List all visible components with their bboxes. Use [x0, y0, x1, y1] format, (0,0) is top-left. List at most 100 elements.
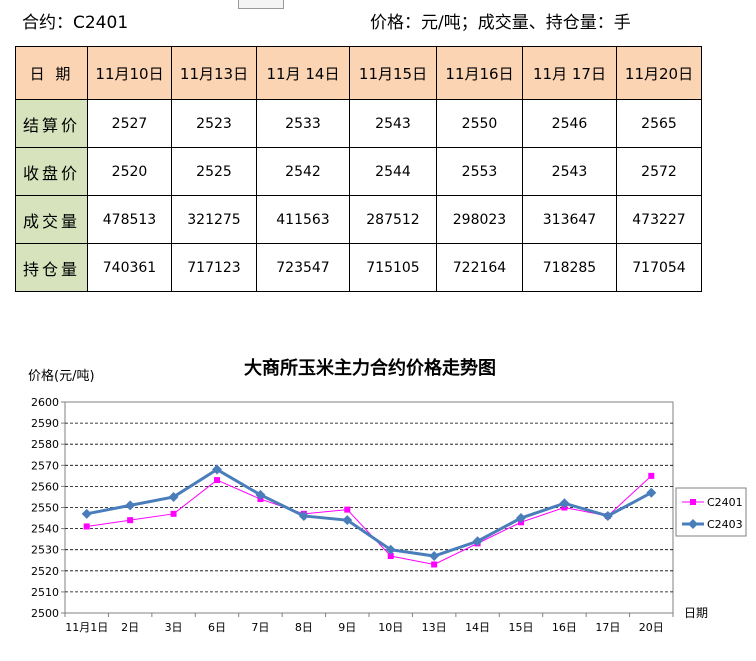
value-cell: 2565 — [616, 99, 702, 148]
y-tick-label: 2590 — [31, 417, 59, 430]
value-cell: 717054 — [616, 243, 702, 292]
chart-svg: 大商所玉米主力合约价格走势图 价格(元/吨) 日期 25002510252025… — [28, 357, 747, 634]
chart-series — [81, 464, 657, 568]
row-label: 持仓量 — [15, 243, 88, 292]
x-tick-label: 6日 — [208, 621, 226, 634]
value-cell: 718285 — [522, 243, 617, 292]
x-tick-label: 11月1日 — [65, 621, 108, 634]
value-cell: 717123 — [171, 243, 257, 292]
value-cell: 2542 — [256, 147, 350, 196]
data-point — [255, 489, 266, 500]
date-header-cell: 日 期 — [15, 46, 88, 100]
value-cell: 722164 — [436, 243, 523, 292]
value-cell: 2553 — [436, 147, 523, 196]
value-cell: 2523 — [171, 99, 257, 148]
y-tick-label: 2570 — [31, 459, 59, 472]
date-cell: 11月13日 — [171, 46, 257, 100]
table-header-row: 日 期 11月10日 11月13日 11月 14日 11月15日 11月16日 … — [15, 46, 702, 100]
x-tick-label: 3日 — [165, 621, 183, 634]
y-tick-label: 2530 — [31, 544, 59, 557]
value-cell: 2546 — [522, 99, 617, 148]
value-cell: 313647 — [522, 195, 617, 244]
legend-label: C2403 — [707, 518, 743, 531]
units-label: 价格：元/吨；成交量、持仓量：手 — [370, 13, 631, 33]
legend-marker — [688, 519, 698, 529]
y-tick-label: 2600 — [31, 396, 59, 409]
data-point — [83, 523, 90, 530]
data-point — [168, 491, 179, 502]
y-tick-label: 2510 — [31, 586, 59, 599]
x-tick-label: 7日 — [251, 621, 269, 634]
x-tick-label: 9日 — [338, 621, 356, 634]
value-cell: 2527 — [87, 99, 172, 148]
chart-axes: 2500 2510 2520 2530 2540 2550 2560 2570 2580 2590… — [31, 396, 674, 634]
x-tick-label: 15日 — [509, 621, 534, 634]
date-cell: 11月16日 — [436, 46, 523, 100]
value-cell: 298023 — [436, 195, 523, 244]
price-trend-chart: 大商所玉米主力合约价格走势图 价格(元/吨) 日期 2500 2510 2520 25… — [0, 340, 756, 657]
value-cell: 723547 — [256, 243, 350, 292]
data-point — [298, 510, 309, 521]
chart-grid — [64, 401, 674, 614]
data-point — [646, 487, 657, 498]
row-label: 成交量 — [15, 195, 88, 244]
x-tick-label: 10日 — [378, 621, 403, 634]
data-point — [387, 553, 394, 560]
y-tick-label: 2580 — [31, 438, 59, 451]
table-move-handle[interactable] — [238, 0, 284, 9]
x-axis-label: 日期 — [684, 606, 708, 620]
value-cell: 473227 — [616, 195, 702, 244]
document-header: 合约：C2401 价格：元/吨；成交量、持仓量：手 — [0, 6, 756, 33]
data-point — [170, 510, 177, 517]
data-point — [516, 513, 526, 524]
value-cell: 715105 — [349, 243, 437, 292]
date-cell: 11月15日 — [349, 46, 437, 100]
y-tick-label: 2500 — [31, 607, 59, 620]
value-cell: 287512 — [349, 195, 437, 244]
data-point — [431, 561, 438, 568]
data-point — [472, 536, 483, 547]
row-label: 结算价 — [15, 99, 88, 148]
x-tick-label: 16日 — [552, 621, 577, 634]
legend-label: C2401 — [707, 496, 743, 509]
legend-marker — [690, 499, 696, 505]
data-point — [342, 515, 353, 526]
x-tick-label: 13日 — [422, 621, 447, 634]
table-row: 成交量 478513 321275 411563 287512 298023 3… — [15, 195, 702, 244]
chart-legend: C2401 C2403 — [675, 487, 747, 537]
data-point — [429, 551, 440, 562]
table-row: 持仓量 740361 717123 723547 715105 722164 7… — [15, 243, 702, 292]
price-table: 日 期 11月10日 11月13日 11月 14日 11月15日 11月16日 … — [15, 46, 702, 292]
value-cell: 2544 — [349, 147, 437, 196]
x-tick-label: 8日 — [295, 621, 313, 634]
chart-title: 大商所玉米主力合约价格走势图 — [244, 357, 496, 379]
value-cell: 321275 — [171, 195, 257, 244]
data-point — [385, 544, 396, 555]
data-point — [214, 477, 220, 484]
date-cell: 11月10日 — [87, 46, 172, 100]
legend-box — [675, 487, 747, 537]
contract-label: 合约：C2401 — [22, 13, 129, 33]
value-cell: 411563 — [256, 195, 350, 244]
table-row: 结算价 2527 2523 2533 2543 2550 2546 2565 — [15, 99, 702, 148]
data-point — [125, 500, 136, 511]
value-cell: 2525 — [171, 147, 257, 196]
x-tick-label: 2日 — [121, 621, 139, 634]
value-cell: 740361 — [87, 243, 172, 292]
series-line-C2403 — [86, 467, 652, 558]
row-label: 收盘价 — [15, 147, 88, 196]
date-cell: 11月 14日 — [256, 46, 350, 100]
value-cell: 2543 — [349, 99, 437, 148]
y-tick-label: 2540 — [31, 523, 59, 536]
table-row: 收盘价 2520 2525 2542 2544 2553 2543 2572 — [15, 147, 702, 196]
value-cell: 2572 — [616, 147, 702, 196]
value-cell: 2533 — [256, 99, 350, 148]
value-cell: 478513 — [87, 195, 172, 244]
data-point — [212, 464, 222, 475]
value-cell: 2543 — [522, 147, 617, 196]
date-cell: 11月 17日 — [522, 46, 617, 100]
x-tick-label: 14日 — [465, 621, 490, 634]
y-tick-label: 2520 — [31, 565, 59, 578]
x-tick-label: 17日 — [595, 621, 620, 634]
value-cell: 2520 — [87, 147, 172, 196]
